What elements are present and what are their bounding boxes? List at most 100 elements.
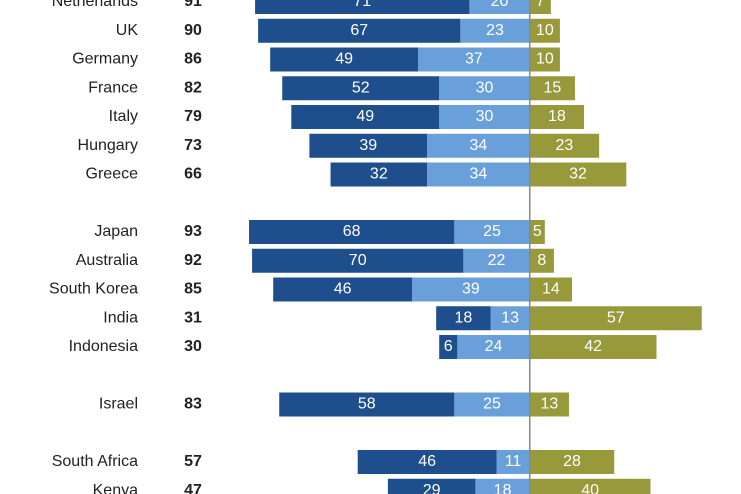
category-label: South Africa: [52, 453, 138, 470]
value-label: 57: [607, 309, 625, 326]
value-label: 70: [349, 252, 367, 269]
bar-segment: [273, 277, 413, 302]
total-label: 85: [184, 281, 202, 298]
value-label: 18: [454, 309, 472, 326]
total-label: 82: [184, 79, 202, 96]
value-label: 18: [548, 108, 566, 125]
bar-segment: [529, 335, 657, 359]
bar-segment: [469, 0, 530, 14]
bar-segment: [252, 248, 464, 273]
value-label: 10: [536, 51, 554, 68]
value-label: 42: [584, 338, 602, 355]
value-label: 52: [352, 79, 370, 96]
value-label: 30: [476, 79, 494, 96]
bar-segment: [412, 277, 530, 302]
value-label: 14: [542, 281, 560, 298]
value-label: 22: [488, 252, 506, 269]
value-label: 18: [494, 482, 512, 494]
category-label: Kenya: [93, 482, 138, 494]
bar-segment: [529, 47, 560, 72]
value-label: 23: [486, 22, 504, 39]
value-label: 49: [356, 108, 374, 125]
bar-segment: [309, 133, 428, 158]
bar-segment: [439, 76, 530, 101]
category-label: Indonesia: [69, 338, 138, 355]
bar-segment: [387, 478, 476, 494]
value-label: 29: [423, 482, 441, 494]
bar-segment: [529, 392, 569, 417]
bar-segment: [418, 47, 530, 72]
category-label: Australia: [76, 252, 138, 269]
value-label: 49: [335, 51, 353, 68]
value-label: 23: [556, 137, 574, 154]
category-label: South Korea: [49, 281, 138, 298]
bar-segment: [529, 220, 545, 244]
bar-segment: [529, 0, 551, 14]
category-label: Israel: [99, 396, 138, 413]
total-label: 79: [184, 108, 202, 125]
bar-segment: [427, 162, 530, 187]
value-label: 6: [444, 338, 453, 355]
bar-segment: [529, 450, 615, 474]
value-label: 15: [543, 79, 561, 96]
bar-segment: [529, 18, 560, 43]
bar-segment: [279, 392, 455, 417]
category-label: Italy: [109, 108, 138, 125]
category-label: Japan: [94, 223, 138, 240]
total-label: 66: [184, 166, 202, 183]
value-label: 8: [537, 252, 546, 269]
bar-segment: [475, 478, 530, 494]
category-label: UK: [116, 22, 139, 39]
value-label: 58: [358, 396, 376, 413]
value-label: 37: [465, 51, 483, 68]
total-label: 86: [184, 51, 202, 68]
bar-segment: [291, 105, 440, 129]
bar-segment: [282, 76, 440, 101]
value-label: 25: [483, 396, 501, 413]
value-label: 67: [350, 22, 368, 39]
category-label: Greece: [86, 166, 139, 183]
bar-segment: [529, 478, 651, 494]
value-label: 5: [533, 223, 542, 240]
bar-segment: [496, 450, 530, 474]
bar-segment: [529, 162, 627, 187]
value-label: 24: [485, 338, 503, 355]
value-label: 71: [353, 0, 371, 10]
bar-segment: [427, 133, 530, 158]
bar-segment: [457, 335, 530, 359]
bar-segment: [439, 105, 530, 129]
value-label: 34: [470, 137, 488, 154]
value-label: 40: [581, 482, 599, 494]
value-label: 32: [370, 166, 388, 183]
total-label: 30: [184, 338, 202, 355]
bar-segment: [258, 18, 461, 43]
bar-segment: [529, 133, 600, 158]
bar-segment: [460, 18, 530, 43]
value-label: 28: [563, 453, 581, 470]
value-label: 34: [470, 166, 488, 183]
bar-segment: [529, 105, 585, 129]
value-label: 13: [501, 309, 519, 326]
value-label: 20: [491, 0, 509, 10]
total-label: 92: [184, 252, 202, 269]
bar-segment: [529, 76, 576, 101]
value-label: 30: [476, 108, 494, 125]
bar-segment: [463, 248, 530, 273]
bar-segment: [454, 392, 530, 417]
bar-segment: [529, 306, 702, 331]
value-label: 39: [462, 281, 480, 298]
value-label: 10: [536, 22, 554, 39]
category-label: France: [88, 79, 138, 96]
value-label: 68: [343, 223, 361, 240]
category-label: India: [103, 309, 138, 326]
total-label: 47: [184, 482, 202, 494]
value-label: 7: [536, 0, 545, 10]
total-label: 57: [184, 453, 202, 470]
category-label: Hungary: [78, 137, 138, 154]
bar-segment: [357, 450, 497, 474]
category-label: Netherlands: [52, 0, 138, 10]
total-label: 93: [184, 223, 202, 240]
category-label: Germany: [72, 51, 138, 68]
